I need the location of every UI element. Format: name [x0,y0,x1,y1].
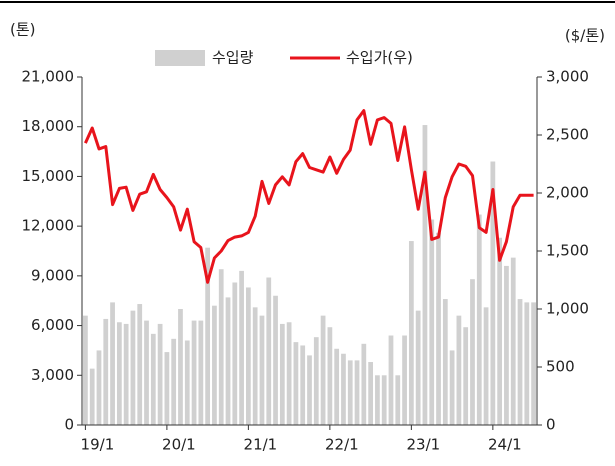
bar [524,302,530,425]
bar [408,241,414,425]
y2-tick-label: 2,500 [546,126,589,144]
bar [144,320,149,425]
bar [191,320,197,425]
bar [490,161,496,425]
bar [150,333,156,425]
bar [252,307,258,425]
bar [415,310,421,425]
bar [320,315,326,425]
bar [103,318,109,425]
y-axis-label: (톤) [10,21,36,39]
bar [347,360,353,425]
bar [456,315,462,425]
bar [422,125,428,426]
bar [246,287,251,425]
bar [388,335,394,425]
y2-tick-label: 1,500 [546,242,589,260]
bar [110,302,115,425]
bar [531,302,536,425]
bar [368,362,373,425]
bar [178,309,183,425]
bar [123,323,129,425]
bar [239,270,244,425]
bar [137,304,143,425]
y2-tick-label: 0 [546,416,556,434]
bar [449,350,455,425]
bar [286,322,292,425]
bar [157,323,163,425]
x-tick-label: 21/1 [244,436,278,454]
bar [171,338,177,425]
bar [273,295,278,425]
bar [164,352,170,425]
bar [504,265,509,425]
bar [483,307,489,425]
bar [354,360,360,425]
y-tick-label: 6,000 [31,316,74,334]
bar [395,375,401,425]
bar [116,322,122,425]
x-tick-label: 20/1 [162,436,196,454]
x-tick-label: 23/1 [407,436,441,454]
bar [341,353,346,425]
bar [96,350,102,425]
bar [307,355,312,425]
x-tick-label: 19/1 [81,436,115,454]
bar [429,219,435,425]
y2-tick-label: 1,000 [546,300,589,318]
legend-swatch [155,50,205,66]
bar [232,282,238,425]
price-line [84,109,534,284]
bar [517,299,523,425]
bar [279,323,285,425]
bar [205,247,211,425]
y2-tick-label: 500 [546,358,575,376]
y-tick-label: 0 [64,416,74,434]
bar [198,320,204,425]
bar [497,237,503,425]
y-tick-label: 3,000 [31,366,74,384]
bar [327,327,333,425]
bar [470,279,475,425]
bar [83,315,88,425]
bar [463,327,469,425]
x-tick-label: 24/1 [488,436,522,454]
bar [218,269,224,425]
bar [361,343,367,425]
y-tick-label: 21,000 [22,68,75,86]
legend-label: 수입량 [212,49,254,67]
y-tick-label: 15,000 [22,167,75,185]
x-tick-label: 22/1 [325,436,359,454]
bar [436,232,441,425]
legend-label: 수입가(우) [346,49,413,67]
y-tick-label: 12,000 [22,217,75,235]
bar [375,375,380,425]
bar [402,335,407,425]
bar [266,277,272,425]
bar [334,348,340,425]
bar [442,299,448,425]
y-tick-label: 18,000 [22,117,75,135]
bar [225,297,231,425]
y2-tick-label: 2,000 [546,184,589,202]
bar [184,340,190,425]
bar [212,305,217,425]
bar [313,337,319,425]
bar [476,214,482,425]
y2-tick-label: 3,000 [546,68,589,86]
y-tick-label: 9,000 [31,266,74,284]
bar [381,375,387,425]
bar [130,310,136,425]
bar [300,345,306,425]
bar [89,368,95,425]
bar [259,315,265,425]
bar [293,342,299,425]
bar [510,257,516,425]
y2-axis-label: ($/톤) [565,27,605,45]
